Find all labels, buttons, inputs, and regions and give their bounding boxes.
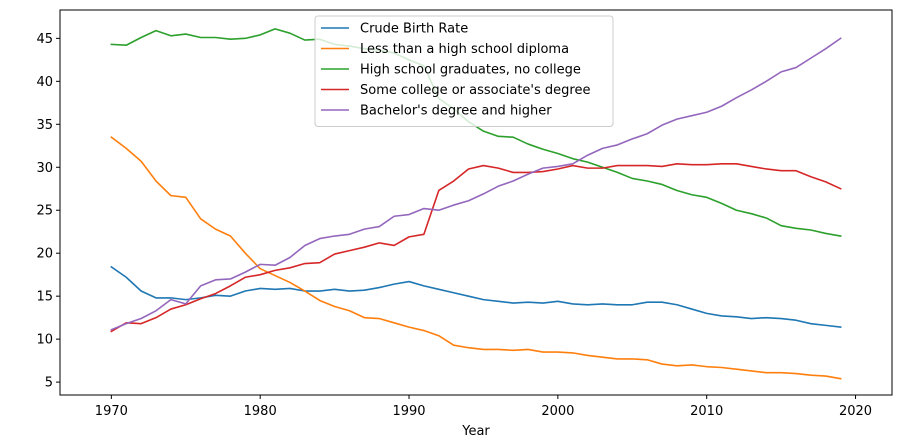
y-tick-label: 35 [36,118,53,133]
legend-label-1: Less than a high school diploma [360,42,569,57]
legend-label-0: Crude Birth Rate [360,22,468,37]
plot-frame [59,9,893,396]
x-axis: 1970 1980 1990 2000 2010 2020 [95,395,872,419]
x-tick-label: 1990 [392,404,425,419]
series-line-3 [110,163,842,333]
x-tick-label: 2000 [541,404,574,419]
series-line-0 [110,265,842,328]
series-line-4 [110,37,842,331]
legend-label-2: High school graduates, no college [360,63,581,78]
legend-label-3: Some college or associate's degree [360,83,590,98]
x-axis-title: Year [461,424,490,439]
y-tick-label: 20 [36,247,53,262]
y-axis: 5 10 15 20 25 30 35 40 45 [36,32,60,391]
y-tick-label: 25 [36,204,53,219]
legend-box [314,15,614,127]
y-tick-label: 30 [36,161,53,176]
y-tick-label: 15 [36,290,53,305]
x-tick-label: 1970 [95,404,128,419]
legend-label-4: Bachelor's degree and higher [360,104,552,119]
y-tick-label: 5 [45,376,53,391]
x-tick-label: 1980 [244,404,277,419]
x-tick-label: 2010 [690,404,723,419]
y-tick-label: 10 [36,333,53,348]
y-tick-label: 40 [36,75,53,90]
y-tick-label: 45 [36,32,53,47]
series-line-1 [110,136,842,380]
x-tick-label: 2020 [839,404,872,419]
legend: Crude Birth Rate Less than a high school … [314,15,614,127]
